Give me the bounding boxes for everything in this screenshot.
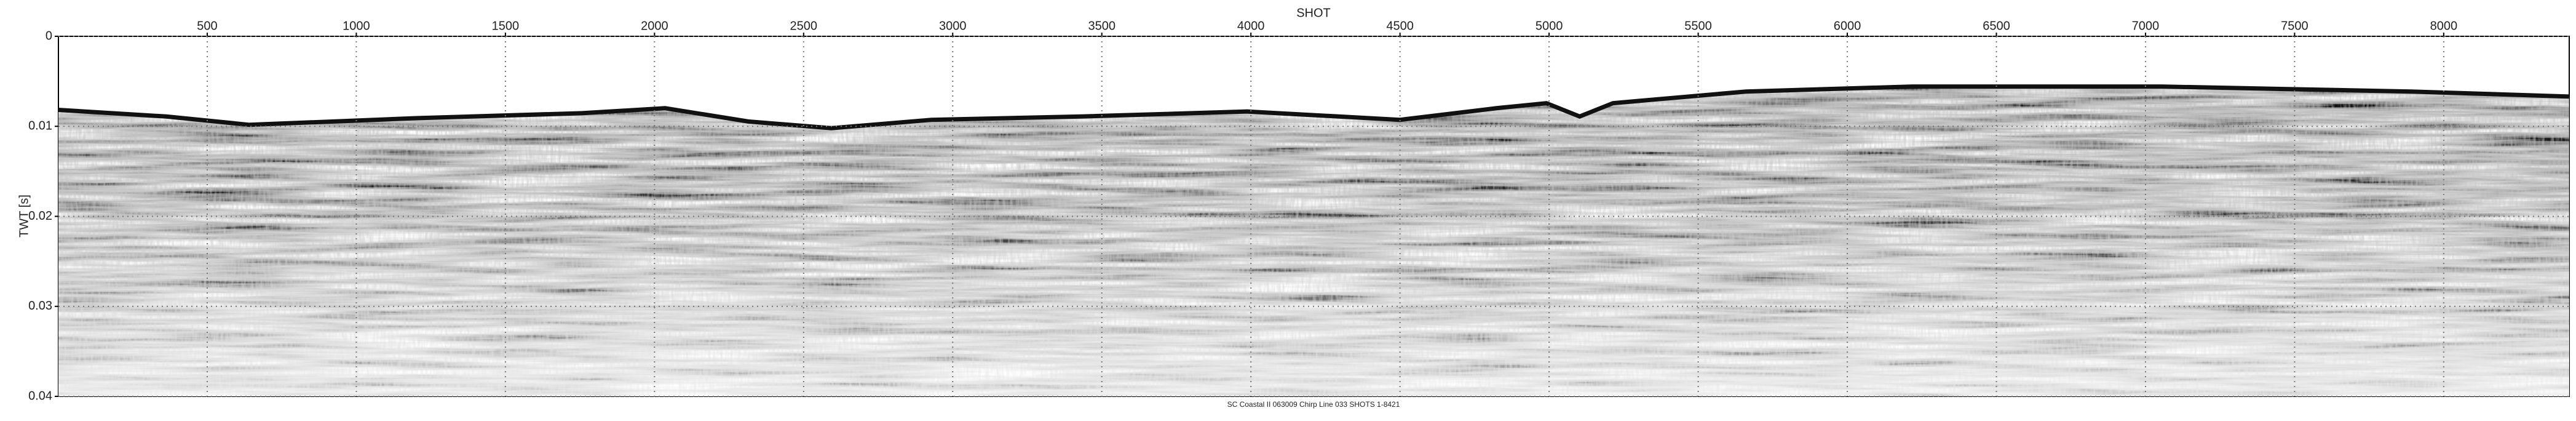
x-tick-label: 1000 [343,19,370,33]
x-tick-label: 3500 [1088,19,1116,33]
x-tick-label: 6500 [1983,19,2010,33]
x-tick-label: 2000 [641,19,668,33]
y-tick-label: 0.04 [28,389,52,403]
axes: 500 1000 1500 2000 2500 3000 3500 4000 4500 5000 5… [28,19,2569,403]
x-tick-label: 5500 [1684,19,1712,33]
x-tick-label: 4000 [1237,19,1265,33]
x-tick-label: 500 [197,19,217,33]
x-tick-label: 6000 [1834,19,1861,33]
x-tick-label: 7500 [2281,19,2308,33]
y-tick-label: 0 [46,29,52,42]
caption: SC Coastal II 063009 Chirp Line 033 SHOT… [1227,400,1400,409]
y-tick-label: 0.02 [28,209,52,223]
x-tick-label: 4500 [1386,19,1414,33]
x-tick-label: 8000 [2430,19,2458,33]
y-axis-label: TWT [s] [17,194,31,238]
section-texture [58,86,2569,396]
seafloor-reflector [58,84,2569,130]
x-tick-label: 2500 [790,19,818,33]
y-tick-label: 0.01 [28,119,52,133]
x-tick-label: 5000 [1536,19,1563,33]
y-tick-label: 0.03 [28,299,52,313]
x-tick-label: 1500 [492,19,520,33]
x-tick-label: 7000 [2132,19,2160,33]
x-axis-label: SHOT [1296,6,1331,20]
x-tick-label: 3000 [939,19,967,33]
